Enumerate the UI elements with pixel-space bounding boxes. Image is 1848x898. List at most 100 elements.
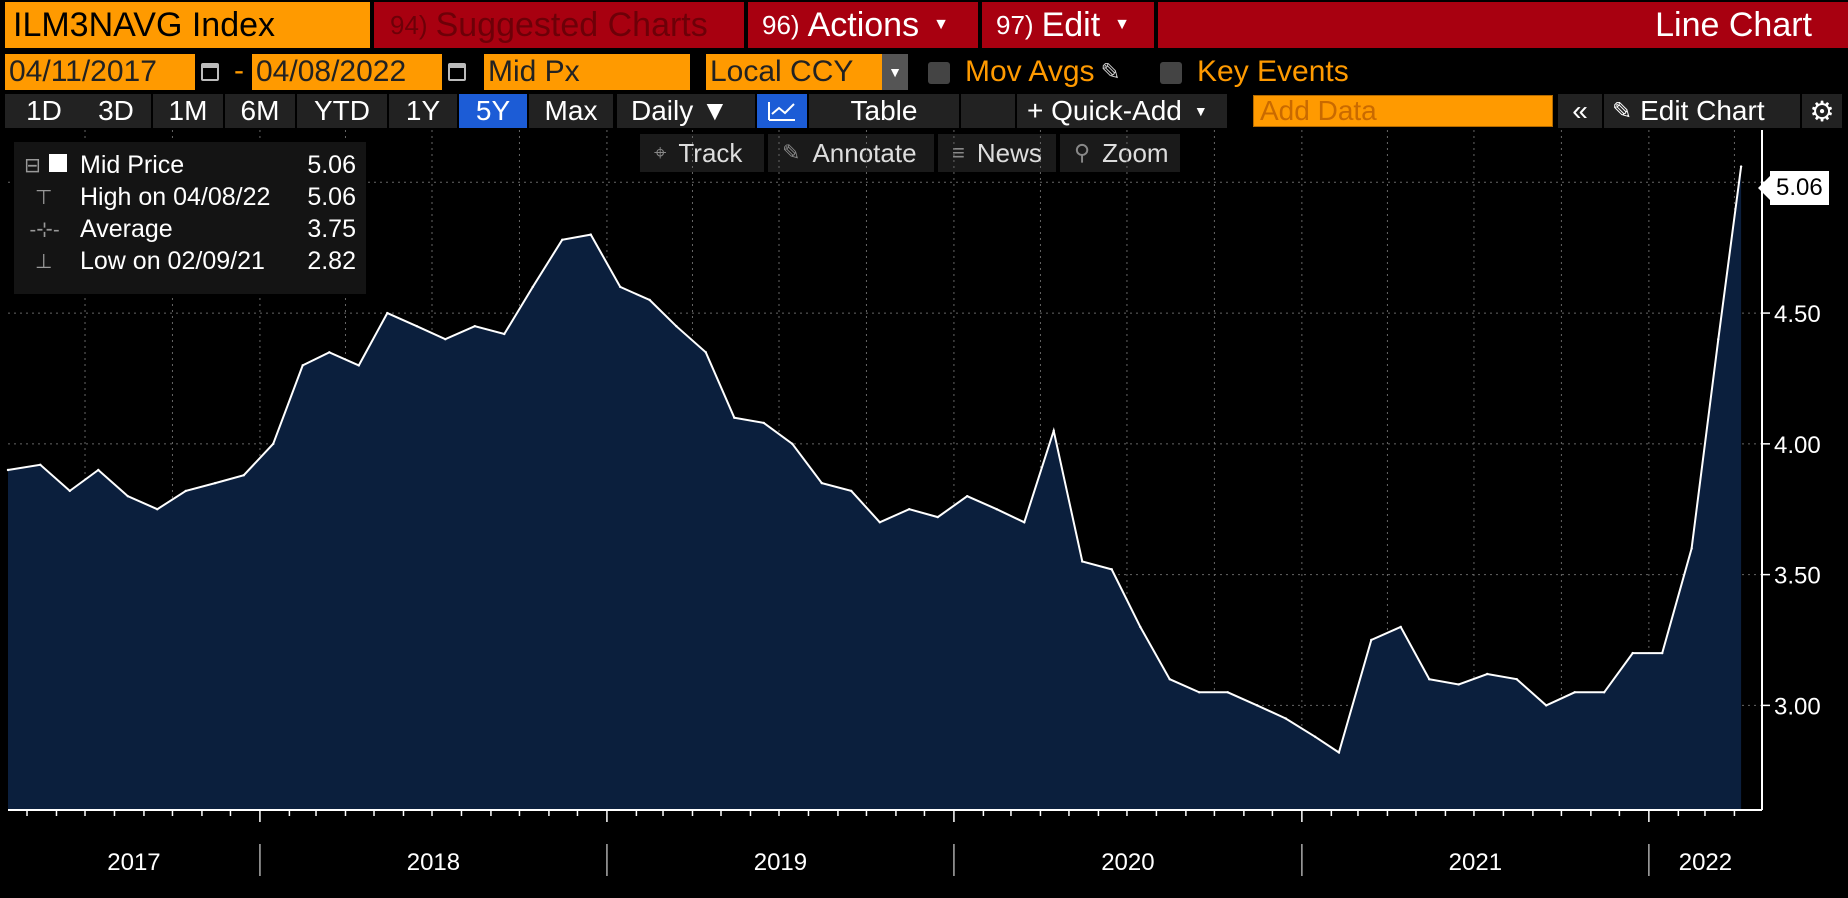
- range-5y-button[interactable]: 5Y: [459, 94, 527, 128]
- price-point: [1717, 338, 1720, 341]
- edit-chart-label: Edit Chart: [1640, 95, 1765, 126]
- price-point: [531, 285, 534, 289]
- x-year-label: 2022: [1679, 849, 1732, 876]
- legend-low: ⊥ Low on 02/09/21 2.82: [14, 246, 366, 276]
- toolbar-spacer: [961, 94, 1015, 128]
- high-marker-icon: ⊤: [24, 186, 53, 209]
- params-bar: 04/11/2017 - 04/08/2022 Mid Px Local CCY…: [0, 52, 1848, 92]
- range-3d-button[interactable]: 3D: [81, 94, 151, 128]
- y-tick-label: 4.50: [1774, 301, 1821, 328]
- title-bar: ILM3NAVG Index 94) Suggested Charts 96) …: [0, 0, 1848, 50]
- price-point: [1255, 704, 1259, 707]
- edit-number: 97): [996, 9, 1034, 40]
- price-point: [1428, 678, 1431, 681]
- price-point: [878, 521, 881, 524]
- news-tool[interactable]: ≡ News: [938, 134, 1056, 172]
- legend-low-value: 2.82: [307, 246, 356, 275]
- end-date-field[interactable]: 04/08/2022: [252, 54, 442, 90]
- annotate-label: Annotate: [812, 137, 917, 168]
- y-axis: 3.003.504.004.505.00: [1774, 170, 1821, 720]
- price-point: [619, 285, 622, 289]
- price-point: [1139, 625, 1142, 629]
- price-point: [1081, 560, 1084, 563]
- suggested-label: Suggested Charts: [435, 5, 708, 44]
- edit-menu[interactable]: 97) Edit ▼: [982, 2, 1154, 48]
- price-point: [966, 494, 969, 498]
- key-events-checkbox[interactable]: [1160, 62, 1182, 84]
- price-point: [1631, 651, 1634, 655]
- price-point: [1168, 678, 1171, 681]
- price-point: [444, 338, 447, 341]
- y-tick-label: 3.50: [1774, 563, 1821, 590]
- price-point: [1370, 638, 1373, 642]
- calendar-icon[interactable]: [198, 56, 222, 88]
- price-point: [1573, 691, 1576, 694]
- legend-series-label: Mid Price: [80, 150, 185, 179]
- actions-label: Actions: [807, 5, 920, 44]
- actions-menu[interactable]: 96) Actions ▼: [748, 2, 978, 48]
- news-label: News: [976, 137, 1042, 168]
- mov-avgs-checkbox[interactable]: [928, 62, 950, 84]
- key-events-label[interactable]: Key Events: [1197, 55, 1349, 88]
- legend-average-label: Average: [80, 214, 173, 243]
- range-1m-button[interactable]: 1M: [153, 94, 223, 128]
- range-1y-button[interactable]: 1Y: [389, 94, 457, 128]
- field-selector[interactable]: Mid Px: [484, 54, 690, 90]
- price-point: [1284, 717, 1287, 720]
- x-year-label: 2019: [754, 849, 807, 876]
- price-point: [272, 442, 275, 446]
- price-point: [1399, 625, 1402, 629]
- average-marker-icon: -⊹-: [24, 218, 60, 241]
- edit-chart-button[interactable]: ✎ Edit Chart: [1604, 94, 1800, 128]
- price-point: [126, 494, 129, 498]
- price-point: [1457, 683, 1460, 686]
- track-tool[interactable]: ⌖ Track: [640, 134, 764, 172]
- add-data-input[interactable]: Add Data: [1253, 95, 1553, 127]
- currency-selector[interactable]: Local CCY: [706, 54, 882, 90]
- price-point: [301, 364, 304, 367]
- calendar-icon[interactable]: [445, 56, 469, 88]
- price-point: [97, 468, 100, 472]
- mov-avgs-label[interactable]: Mov Avgs ✎: [965, 54, 1121, 90]
- price-point: [68, 489, 71, 493]
- line-chart-icon[interactable]: [757, 94, 807, 128]
- quick-add-label: + Quick-Add: [1027, 95, 1182, 126]
- range-1d-button[interactable]: 1D: [5, 94, 83, 128]
- chevron-down-icon: ▼: [933, 16, 949, 33]
- price-point: [1515, 678, 1518, 681]
- price-point: [1052, 429, 1055, 432]
- price-point: [1660, 651, 1664, 655]
- range-max-button[interactable]: Max: [529, 94, 613, 128]
- price-point: [6, 468, 10, 472]
- start-date-field[interactable]: 04/11/2017: [5, 54, 195, 90]
- price-point: [156, 508, 159, 511]
- legend[interactable]: ⊟ Mid Price 5.06 ⊤ High on 04/08/22 5.06…: [14, 142, 366, 294]
- frequency-dropdown[interactable]: Daily ▼: [617, 94, 755, 128]
- annotate-tool[interactable]: ✎ Annotate: [768, 134, 934, 172]
- low-marker-icon: ⊥: [24, 250, 53, 273]
- ticker-field[interactable]: ILM3NAVG Index: [5, 2, 370, 48]
- price-point: [648, 298, 651, 302]
- gear-icon[interactable]: ⚙: [1802, 94, 1842, 128]
- quick-add-button[interactable]: + Quick-Add ▼: [1017, 94, 1227, 128]
- chevron-down-icon: ▼: [1193, 103, 1208, 119]
- price-point: [675, 324, 678, 328]
- x-year-label: 2017: [107, 849, 160, 876]
- collapse-square-icon[interactable]: ⊟: [24, 153, 84, 178]
- range-6m-button[interactable]: 6M: [225, 94, 295, 128]
- edit-label: Edit: [1041, 5, 1101, 44]
- table-button[interactable]: Table: [809, 94, 959, 128]
- pencil-icon[interactable]: ✎: [1100, 58, 1121, 86]
- pencil-icon: ✎: [1612, 97, 1633, 125]
- suggested-charts-button[interactable]: 94) Suggested Charts: [374, 2, 744, 48]
- price-point: [704, 351, 707, 354]
- chart-type-title: Line Chart: [1158, 2, 1848, 48]
- range-ytd-button[interactable]: YTD: [297, 94, 387, 128]
- x-year-label: 2021: [1449, 849, 1502, 876]
- collapse-icon[interactable]: «: [1558, 94, 1602, 128]
- zoom-tool[interactable]: ⚲ Zoom: [1060, 134, 1180, 172]
- actions-number: 96): [762, 9, 800, 40]
- chevron-down-icon[interactable]: ▼: [882, 54, 908, 90]
- legend-low-label: Low on 02/09/21: [80, 246, 265, 275]
